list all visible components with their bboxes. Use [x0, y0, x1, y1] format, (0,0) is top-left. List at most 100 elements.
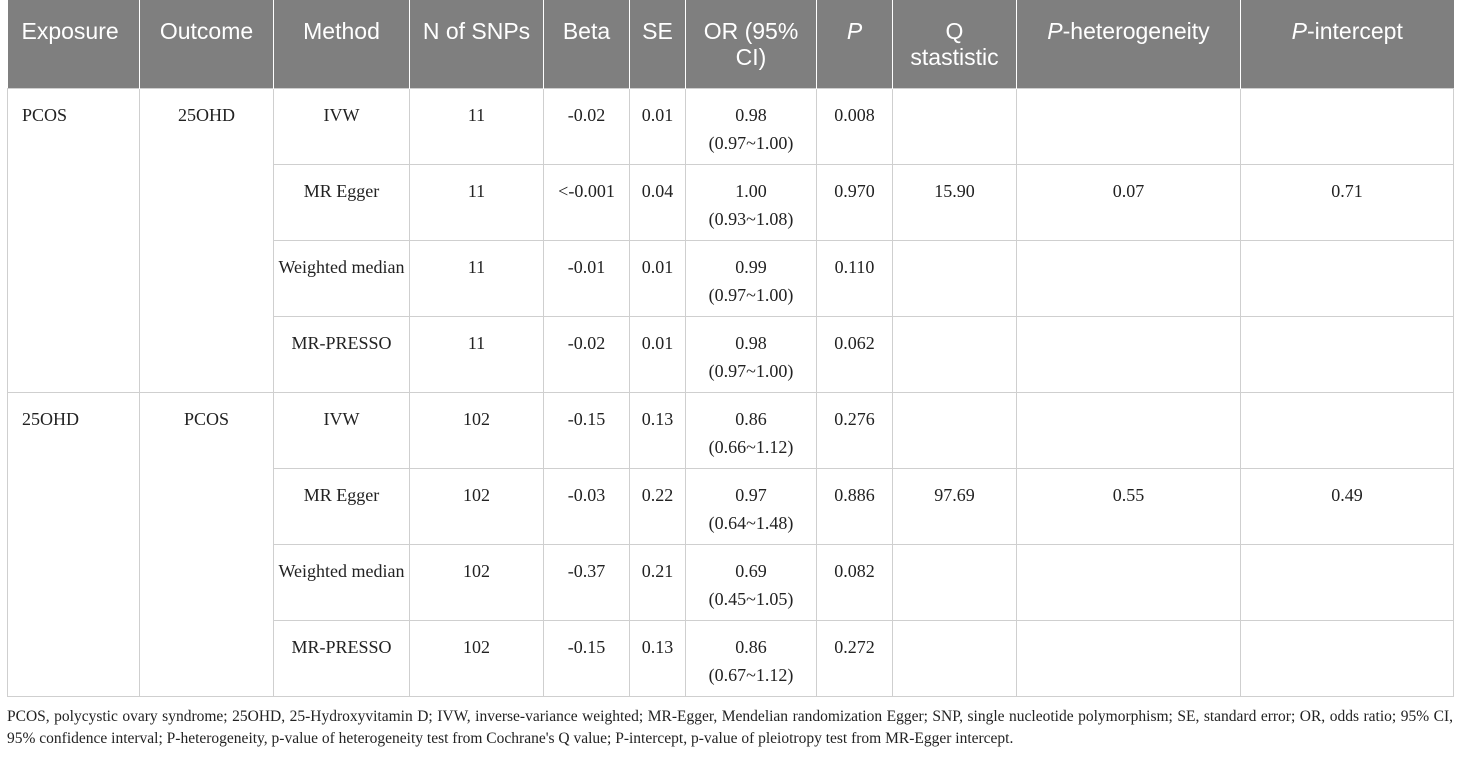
- cell-q-statistic: [892, 316, 1017, 393]
- cell-beta: -0.01: [543, 240, 630, 317]
- or-value: 0.86: [735, 637, 767, 657]
- cell-n-snps: 102: [409, 468, 544, 545]
- cell-or-ci: 0.69 (0.45~1.05): [685, 544, 817, 621]
- ci-value: (0.66~1.12): [708, 437, 794, 457]
- cell-p-heterogeneity: [1016, 620, 1241, 697]
- cell-se: 0.01: [629, 240, 686, 317]
- cell-n-snps: 11: [409, 240, 544, 317]
- cell-q-statistic: 15.90: [892, 164, 1017, 241]
- cell-p-heterogeneity: [1016, 316, 1241, 393]
- header-q-statistic: Q stastistic: [892, 0, 1017, 89]
- header-p-intercept: P-intercept: [1240, 0, 1454, 89]
- table-row: PCOS 25OHD IVW 11 -0.02 0.01 0.98 (0.97~1.00) 0.…: [7, 88, 1454, 393]
- table-body: PCOS 25OHD IVW 11 -0.02 0.01 0.98 (0.97~1.00) 0.…: [7, 88, 1454, 697]
- or-value: 0.98: [735, 333, 767, 353]
- cell-n-snps: 102: [409, 544, 544, 621]
- cell-q-statistic: 97.69: [892, 468, 1017, 545]
- cell-p: 0.062: [816, 316, 893, 393]
- ci-value: (0.97~1.00): [708, 133, 794, 153]
- cell-n-snps: 102: [409, 392, 544, 469]
- header-p-heterogeneity: P-heterogeneity: [1016, 0, 1241, 89]
- cell-outcome: PCOS: [139, 392, 274, 697]
- cell-se: 0.21: [629, 544, 686, 621]
- cell-method: IVW: [273, 88, 410, 165]
- cell-p: 0.272: [816, 620, 893, 697]
- ci-value: (0.64~1.48): [708, 513, 794, 533]
- cell-method: Weighted median: [273, 240, 410, 317]
- table-row: MR Egger 11 <-0.001 0.04 1.00 (0.93~1.08) 0.97…: [8, 164, 1454, 241]
- cell-p-intercept: [1240, 240, 1454, 317]
- or-value: 1.00: [735, 181, 767, 201]
- cell-p-heterogeneity: [1016, 88, 1241, 165]
- cell-or-ci: 1.00 (0.93~1.08): [685, 164, 817, 241]
- cell-p-heterogeneity: 0.55: [1016, 468, 1241, 545]
- cell-q-statistic: [892, 88, 1017, 165]
- or-value: 0.69: [735, 561, 767, 581]
- cell-p: 0.970: [816, 164, 893, 241]
- cell-se: 0.13: [629, 620, 686, 697]
- cell-p-heterogeneity: [1016, 544, 1241, 621]
- cell-n-snps: 11: [409, 88, 544, 165]
- cell-p-heterogeneity: [1016, 240, 1241, 317]
- cell-se: 0.13: [629, 392, 686, 469]
- cell-method: MR-PRESSO: [273, 620, 410, 697]
- or-value: 0.98: [735, 105, 767, 125]
- cell-beta: -0.02: [543, 88, 630, 165]
- cell-or-ci: 0.98 (0.97~1.00): [685, 88, 817, 165]
- or-value: 0.99: [735, 257, 767, 277]
- cell-p-intercept: [1240, 88, 1454, 165]
- cell-beta: -0.37: [543, 544, 630, 621]
- cell-p: 0.886: [816, 468, 893, 545]
- table-row: 25OHD PCOS IVW 102 -0.15 0.13 0.86 (0.66~1.12) 0…: [7, 392, 1454, 697]
- cell-se: 0.04: [629, 164, 686, 241]
- header-or-ci: OR (95% CI): [685, 0, 817, 89]
- header-n-snps: N of SNPs: [409, 0, 544, 89]
- cell-p-intercept: [1240, 316, 1454, 393]
- cell-n-snps: 11: [409, 164, 544, 241]
- cell-q-statistic: [892, 620, 1017, 697]
- header-p: P: [816, 0, 893, 89]
- cell-beta: -0.15: [543, 620, 630, 697]
- cell-method: Weighted median: [273, 544, 410, 621]
- cell-or-ci: 0.97 (0.64~1.48): [685, 468, 817, 545]
- ci-value: (0.97~1.00): [708, 285, 794, 305]
- header-row: Exposure Outcome Method N of SNPs Beta S…: [7, 0, 1454, 89]
- cell-p-heterogeneity: 0.07: [1016, 164, 1241, 241]
- cell-q-statistic: [892, 392, 1017, 469]
- or-value: 0.97: [735, 485, 767, 505]
- cell-se: 0.01: [629, 88, 686, 165]
- cell-p: 0.008: [816, 88, 893, 165]
- cell-p-intercept: [1240, 620, 1454, 697]
- cell-or-ci: 0.98 (0.97~1.00): [685, 316, 817, 393]
- header-method: Method: [273, 0, 410, 89]
- header-outcome: Outcome: [139, 0, 274, 89]
- cell-beta: -0.02: [543, 316, 630, 393]
- cell-beta: -0.15: [543, 392, 630, 469]
- cell-beta: <-0.001: [543, 164, 630, 241]
- cell-or-ci: 0.86 (0.66~1.12): [685, 392, 817, 469]
- cell-beta: -0.03: [543, 468, 630, 545]
- results-table-container: Exposure Outcome Method N of SNPs Beta S…: [7, 0, 1454, 697]
- table-header: Exposure Outcome Method N of SNPs Beta S…: [7, 0, 1454, 89]
- table-footnote: PCOS, polycystic ovary syndrome; 25OHD, …: [7, 708, 1453, 747]
- mr-results-table: Exposure Outcome Method N of SNPs Beta S…: [7, 0, 1454, 697]
- ci-value: (0.45~1.05): [708, 589, 794, 609]
- cell-p: 0.110: [816, 240, 893, 317]
- header-se: SE: [629, 0, 686, 89]
- cell-method: MR-PRESSO: [273, 316, 410, 393]
- cell-se: 0.22: [629, 468, 686, 545]
- cell-exposure: 25OHD: [7, 392, 140, 697]
- ci-value: (0.67~1.12): [708, 665, 794, 685]
- cell-n-snps: 11: [409, 316, 544, 393]
- header-exposure: Exposure: [7, 0, 140, 89]
- cell-p-intercept: 0.49: [1240, 468, 1454, 545]
- cell-n-snps: 102: [409, 620, 544, 697]
- cell-p-intercept: 0.71: [1240, 164, 1454, 241]
- ci-value: (0.93~1.08): [708, 209, 794, 229]
- cell-outcome: 25OHD: [139, 88, 274, 393]
- cell-p-heterogeneity: [1016, 392, 1241, 469]
- cell-q-statistic: [892, 544, 1017, 621]
- cell-p-intercept: [1240, 392, 1454, 469]
- table-row: MR-PRESSO 102 -0.15 0.13 0.86 (0.67~1.12) 0.27…: [8, 620, 1454, 697]
- header-beta: Beta: [543, 0, 630, 89]
